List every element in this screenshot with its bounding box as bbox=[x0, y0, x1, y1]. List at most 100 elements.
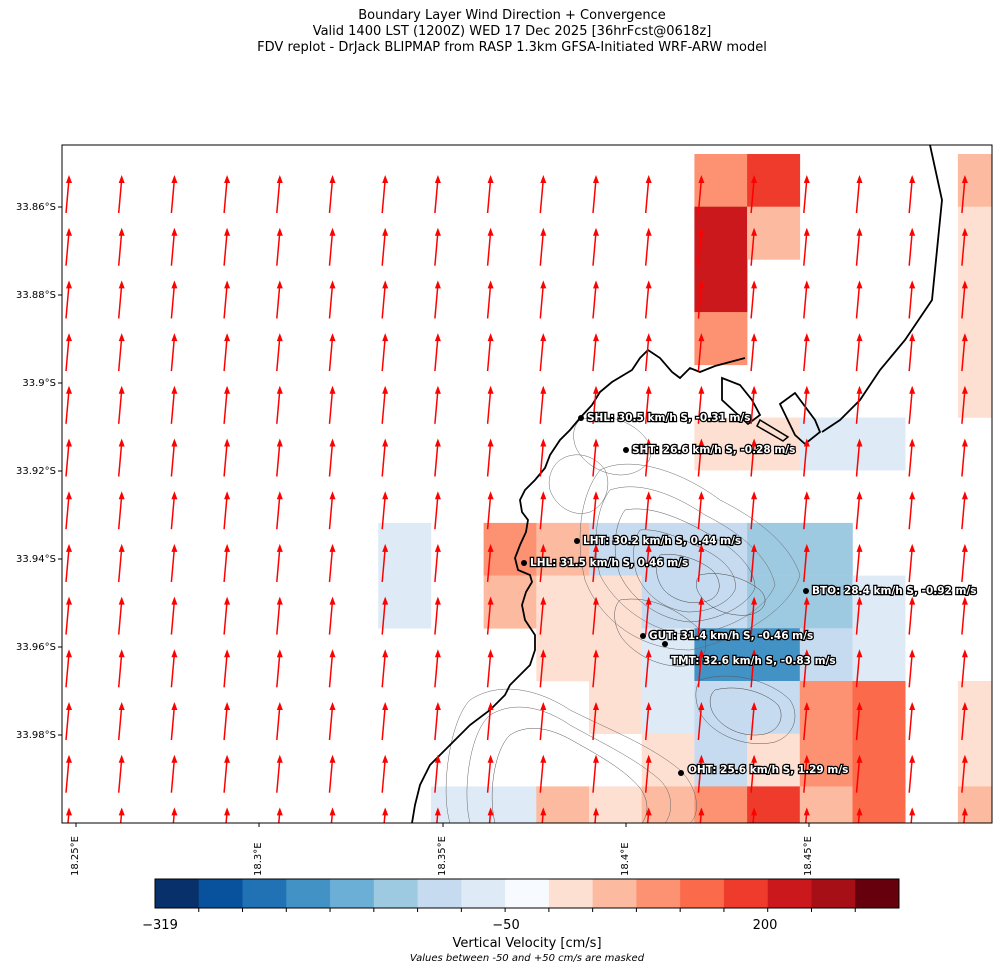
wind-arrow bbox=[592, 491, 599, 530]
wind-arrow bbox=[644, 280, 652, 319]
wind-arrow bbox=[65, 175, 72, 214]
wind-arrow bbox=[644, 175, 652, 214]
wind-arrow bbox=[539, 227, 547, 266]
station-label-oht: OHT: 25.6 km/h S, 1.29 m/s bbox=[688, 764, 848, 776]
wind-arrow bbox=[328, 649, 336, 688]
wind-arrow bbox=[909, 807, 916, 823]
colorbar-frame bbox=[154, 878, 900, 909]
station-label-lhl: LHL: 31.5 km/h S, 0.46 m/s bbox=[530, 557, 688, 569]
wind-arrow bbox=[434, 438, 441, 477]
wind-arrow bbox=[961, 702, 968, 741]
station-dot-sht bbox=[623, 447, 629, 453]
convergence-cell bbox=[694, 786, 748, 823]
convergence-cell bbox=[799, 786, 853, 823]
wind-arrow bbox=[539, 385, 547, 424]
wind-arrow bbox=[644, 649, 652, 688]
wind-arrow bbox=[644, 754, 652, 793]
wind-arrow bbox=[855, 702, 863, 741]
wind-arrow bbox=[486, 333, 494, 372]
wind-arrow bbox=[908, 333, 916, 372]
weather-stations: SHL: 30.5 km/h S, -0.31 m/s SHT: 26.6 km… bbox=[521, 411, 978, 777]
wind-arrow bbox=[539, 543, 547, 582]
wind-arrow bbox=[698, 807, 705, 823]
wind-arrow bbox=[434, 596, 441, 635]
wind-arrow bbox=[434, 754, 441, 793]
wind-arrow bbox=[803, 227, 810, 266]
wind-arrow bbox=[434, 385, 441, 424]
wind-arrow bbox=[908, 438, 916, 477]
wind-arrow bbox=[328, 491, 336, 530]
station-label-tmt: TMT: 32.6 km/h S, -0.83 m/s bbox=[671, 655, 836, 667]
wind-arrow bbox=[855, 385, 863, 424]
wind-arrow bbox=[329, 807, 336, 823]
wind-arrow bbox=[803, 385, 810, 424]
station-dot-gut bbox=[640, 633, 646, 639]
wind-arrow bbox=[908, 596, 916, 635]
wind-arrow bbox=[65, 543, 72, 582]
wind-arrow bbox=[276, 227, 283, 266]
wind-arrow bbox=[803, 649, 810, 688]
wind-arrow bbox=[750, 385, 758, 424]
wind-arrow bbox=[592, 543, 599, 582]
wind-arrow bbox=[223, 491, 231, 530]
wind-arrow bbox=[644, 702, 652, 741]
colorbar-swatch bbox=[636, 879, 681, 908]
wind-arrow bbox=[750, 438, 758, 477]
wind-arrow bbox=[381, 333, 389, 372]
wind-arrow bbox=[328, 333, 336, 372]
wind-arrow bbox=[65, 702, 72, 741]
wind-arrow bbox=[908, 280, 916, 319]
wind-arrow bbox=[961, 227, 968, 266]
colorbar-swatch bbox=[373, 879, 419, 908]
map-title: Boundary Layer Wind Direction + Converge… bbox=[358, 8, 666, 23]
terrain-contours bbox=[445, 416, 801, 823]
colorbar-swatch bbox=[330, 879, 375, 908]
wind-arrow bbox=[65, 385, 72, 424]
wind-arrow bbox=[65, 649, 72, 688]
wind-arrow bbox=[644, 333, 652, 372]
wind-arrow bbox=[276, 543, 283, 582]
wind-arrow bbox=[750, 596, 758, 635]
wind-arrow bbox=[328, 280, 336, 319]
lat-tick-label: 33.92°S bbox=[16, 466, 56, 477]
wind-arrow bbox=[276, 280, 283, 319]
wind-arrow bbox=[803, 807, 810, 823]
wind-arrow bbox=[65, 596, 72, 635]
wind-arrow bbox=[276, 649, 283, 688]
wind-arrow bbox=[170, 491, 178, 530]
colorbar-swatch bbox=[155, 879, 200, 908]
wind-arrow bbox=[697, 491, 705, 530]
wind-arrow bbox=[750, 280, 758, 319]
wind-arrow bbox=[750, 175, 758, 214]
wind-arrow bbox=[328, 385, 336, 424]
wind-arrow bbox=[381, 649, 389, 688]
colorbar-swatch bbox=[198, 879, 244, 908]
colorbar-swatch bbox=[242, 879, 287, 908]
wind-arrow bbox=[908, 702, 916, 741]
colorbar-swatch bbox=[723, 879, 769, 908]
colorbar-tick-max: 200 bbox=[752, 918, 778, 933]
wind-arrow bbox=[803, 702, 810, 741]
wind-arrow bbox=[592, 596, 599, 635]
wind-arrow bbox=[117, 385, 125, 424]
wind-arrow bbox=[486, 543, 494, 582]
wind-arrow bbox=[961, 754, 968, 793]
wind-arrow bbox=[117, 438, 125, 477]
wind-arrow bbox=[855, 491, 863, 530]
wind-arrow bbox=[170, 543, 178, 582]
lon-tick-label: 18.4°E bbox=[620, 842, 631, 876]
wind-arrow bbox=[117, 702, 125, 741]
wind-arrow bbox=[434, 333, 441, 372]
wind-arrow bbox=[276, 702, 283, 741]
wind-arrow bbox=[276, 596, 283, 635]
wind-arrow bbox=[539, 333, 547, 372]
wind-arrow bbox=[65, 438, 72, 477]
wind-arrow bbox=[170, 175, 178, 214]
convergence-cell bbox=[957, 786, 992, 823]
station-dot-oht bbox=[678, 770, 684, 776]
wind-arrow bbox=[592, 438, 599, 477]
lat-tick-label: 33.9°S bbox=[22, 378, 56, 389]
station-label-bto: BTO: 28.4 km/h S, -0.92 m/s bbox=[812, 585, 977, 597]
wind-arrow bbox=[117, 596, 125, 635]
colorbar-swatch bbox=[417, 879, 462, 908]
